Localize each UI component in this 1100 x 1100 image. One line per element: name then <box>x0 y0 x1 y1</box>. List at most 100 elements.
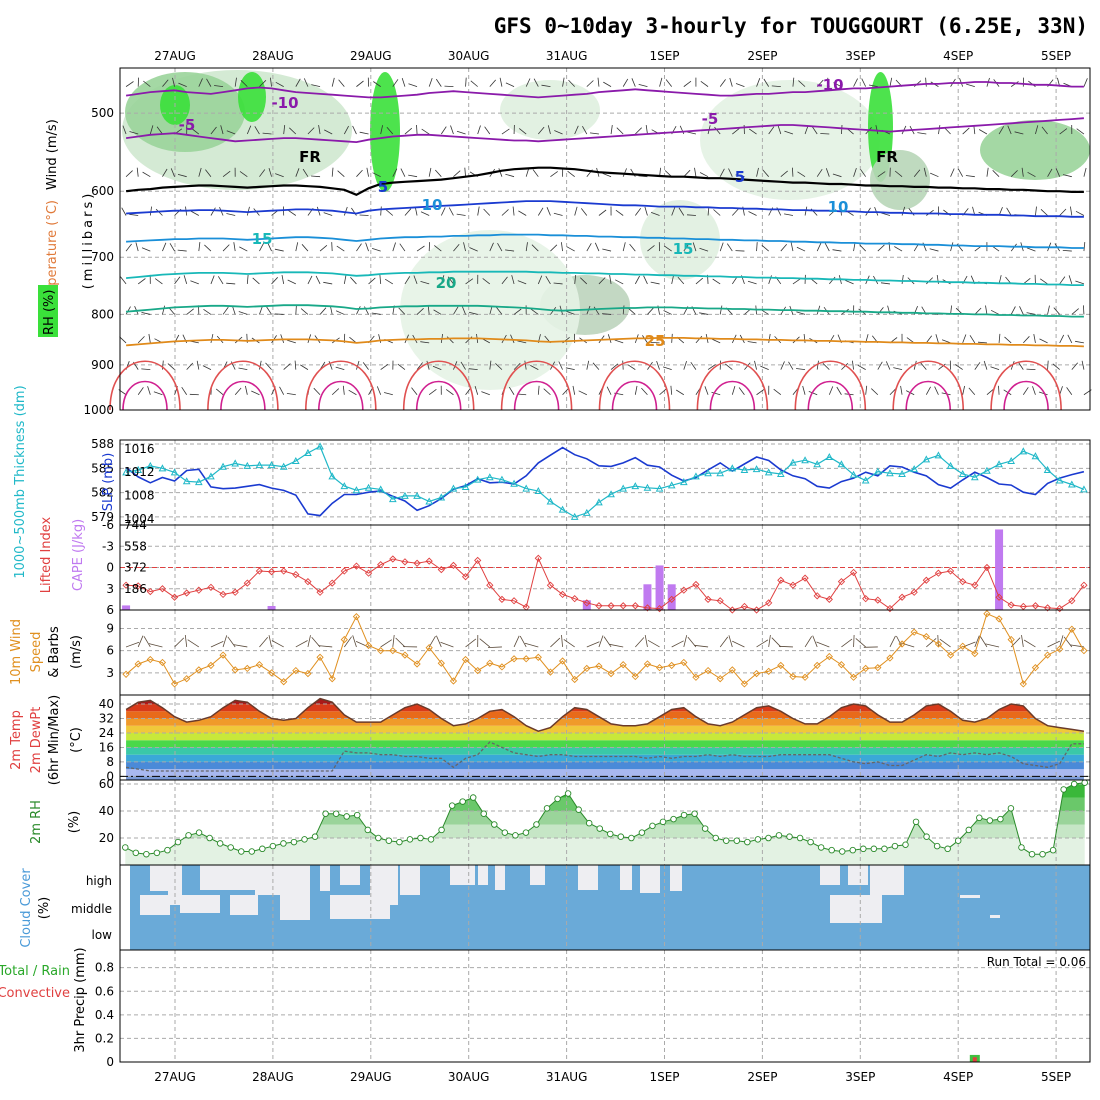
wind-barb <box>566 246 575 252</box>
cloud-patch <box>870 865 890 895</box>
top-day-label: 28AUG <box>252 49 294 63</box>
wind-barb <box>738 387 745 395</box>
cloud-patch <box>830 895 882 923</box>
rh-point <box>480 810 488 817</box>
cloud-patch <box>530 865 545 885</box>
rh-point <box>375 834 382 842</box>
wind-barb <box>836 386 842 395</box>
thickness-point <box>243 461 252 469</box>
rh-point <box>659 818 667 826</box>
thickness-point <box>570 512 579 520</box>
surface-wind-barb <box>728 635 733 648</box>
wind-barb <box>295 78 301 87</box>
wind-barb <box>773 388 782 396</box>
wind-speed-point <box>364 641 373 650</box>
wind-barb <box>687 131 697 135</box>
wind-barb <box>497 243 503 252</box>
wind-barb <box>692 242 697 252</box>
rh-point <box>1028 850 1036 858</box>
wind-barb <box>240 80 248 87</box>
li-ylabel-group: Lifted Index <box>39 516 54 593</box>
wind-barb <box>517 340 527 344</box>
run-total-annotation: Run Total = 0.06 <box>987 955 1086 969</box>
wind-barb <box>594 242 600 252</box>
wind-barb <box>204 244 212 252</box>
wind-speed-point <box>425 644 433 652</box>
wind-barb <box>215 388 224 396</box>
wind-tick-label: 6 <box>106 644 114 658</box>
wind-barb <box>404 127 413 135</box>
surface-wind-barb <box>732 640 745 648</box>
surface-wind-barb <box>586 641 600 648</box>
wind-speed-point <box>837 661 846 669</box>
thickness-point <box>813 460 822 468</box>
cloud-patch <box>200 865 260 890</box>
wind-barb <box>162 168 168 177</box>
precip-tick-label: 0.6 <box>95 984 114 998</box>
cloud-patch <box>495 865 505 890</box>
wind-barb <box>541 84 551 88</box>
wind-barb <box>125 170 133 177</box>
wind-speed-point <box>546 668 555 676</box>
wind-barb <box>877 361 883 370</box>
wind-speed-point <box>146 655 154 664</box>
wind-barb <box>978 129 988 135</box>
rh-point <box>596 825 603 832</box>
cape-bar <box>122 605 131 610</box>
surface-wind-barb <box>148 643 163 648</box>
contour-label: 20 <box>436 274 457 292</box>
wind-barb <box>615 279 624 285</box>
wind-barb <box>141 368 151 371</box>
wind-barb <box>484 126 491 135</box>
wind-barb <box>373 81 381 87</box>
wind-barb <box>962 334 967 344</box>
thickness-point <box>873 467 882 475</box>
wind-barb <box>756 389 765 396</box>
precip-total-label: Total / Rain <box>0 964 70 979</box>
temperature-contour-20 <box>126 304 1084 318</box>
wind-barb <box>662 366 672 370</box>
wind-barb <box>950 168 955 177</box>
lifted-index-point <box>922 576 930 584</box>
wind-barb <box>780 244 788 252</box>
wind-barb <box>206 78 212 87</box>
wind-barb <box>1062 174 1072 178</box>
wind-barb <box>434 245 442 252</box>
cloud-patch <box>820 865 840 885</box>
wind-barb <box>465 77 467 87</box>
thickness-point <box>158 464 167 472</box>
wind-barb <box>378 334 382 343</box>
contour-label: 15 <box>673 240 694 258</box>
surface-wind-barb <box>380 639 393 648</box>
wind-barb <box>811 126 818 135</box>
wind-barb <box>489 79 497 87</box>
thickness-tick-label: 585 <box>91 461 114 475</box>
top-day-label: 29AUG <box>350 49 392 63</box>
wind-barb <box>628 308 636 315</box>
wind-barb <box>638 175 648 178</box>
temp-color-band <box>126 761 1084 770</box>
wind-barb <box>614 339 624 344</box>
cloud-patch <box>890 865 904 895</box>
wind-barb <box>365 242 369 252</box>
wind-barb <box>893 367 903 370</box>
wind-barb <box>380 125 383 135</box>
surface-wind-barb <box>635 637 645 648</box>
wind-speed-point <box>934 640 943 648</box>
thickness-point <box>376 485 385 493</box>
thickness-point <box>631 482 640 490</box>
wind-barb <box>768 333 771 343</box>
wind-barb <box>288 210 297 216</box>
wind-barb <box>986 388 995 396</box>
lifted-index-point <box>862 595 870 603</box>
contour-label: 5 <box>735 168 745 186</box>
thickness-tick-label: 579 <box>91 510 114 524</box>
cloud-patch <box>180 895 220 913</box>
surface-wind-barb <box>440 641 454 648</box>
wind-barb <box>861 78 867 87</box>
rh-point <box>712 834 719 842</box>
cloud-patch <box>230 895 258 915</box>
wind-speed-point <box>922 632 930 641</box>
precip-tick-label: 0.4 <box>95 1008 114 1022</box>
wind-barb <box>1071 362 1079 370</box>
